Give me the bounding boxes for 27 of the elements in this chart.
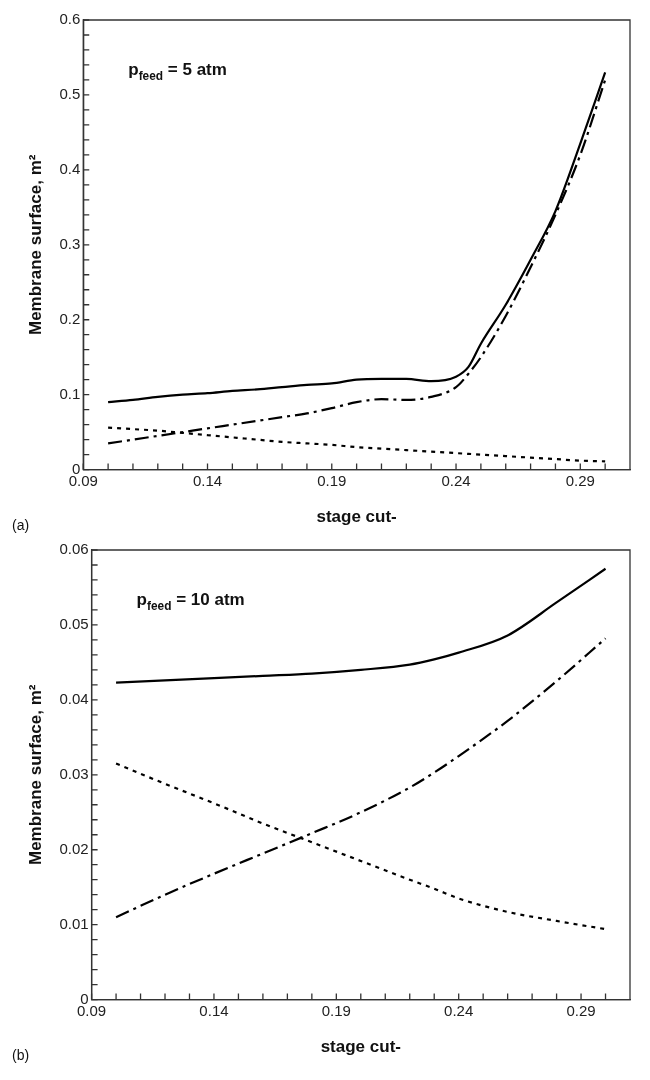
y-axis-title: Membrane surface, m² bbox=[25, 684, 45, 866]
x-tick-label: 0.29 bbox=[565, 471, 595, 489]
y-tick-label: 0.1 bbox=[59, 384, 81, 402]
x-tick-label: 0.19 bbox=[317, 471, 347, 489]
x-axis-title: stage cut- bbox=[320, 1037, 401, 1057]
y-tick-label: 0.4 bbox=[59, 160, 81, 178]
x-axis-title: stage cut- bbox=[316, 507, 397, 527]
text: (a) bbox=[12, 517, 30, 533]
y-tick-label: 0.05 bbox=[59, 615, 89, 633]
x-tick-label: 0.24 bbox=[444, 1001, 474, 1019]
y-tick-label: 0.3 bbox=[59, 234, 81, 252]
y-tick-label: 0.02 bbox=[59, 839, 89, 857]
x-tick-label: 0.14 bbox=[192, 471, 223, 489]
text: (b) bbox=[12, 1047, 30, 1063]
y-tick-label: 0.2 bbox=[59, 309, 81, 327]
line-series bbox=[114, 567, 607, 684]
x-tick-label: 0.19 bbox=[321, 1001, 351, 1019]
x-tick-label: 0.14 bbox=[199, 1001, 229, 1019]
y-tick-label: 0.06 bbox=[59, 540, 89, 558]
y-tick-label: 0.5 bbox=[59, 85, 81, 103]
x-tick-label: 0.29 bbox=[566, 1001, 596, 1019]
y-tick-label: 0.6 bbox=[59, 10, 81, 28]
y-tick-label: 0.03 bbox=[59, 764, 89, 782]
y-tick-label: 0.01 bbox=[59, 914, 89, 932]
x-tick-label: 0.24 bbox=[441, 471, 471, 489]
y-tick-label: 0.04 bbox=[59, 690, 89, 708]
y-axis-title: Membrane surface, m² bbox=[25, 154, 45, 336]
